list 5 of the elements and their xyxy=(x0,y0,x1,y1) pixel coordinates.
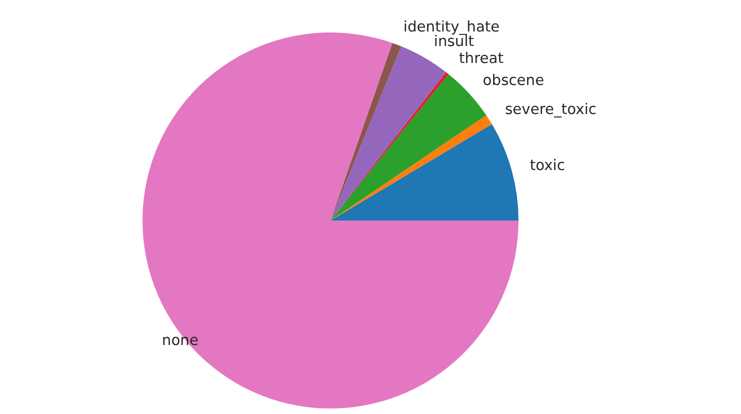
slice-label: severe_toxic xyxy=(505,101,596,118)
slice-label: obscene xyxy=(482,72,544,90)
slice-label: identity_hate xyxy=(403,18,500,36)
slice-label: threat xyxy=(459,50,504,67)
slice-label: toxic xyxy=(530,156,565,174)
